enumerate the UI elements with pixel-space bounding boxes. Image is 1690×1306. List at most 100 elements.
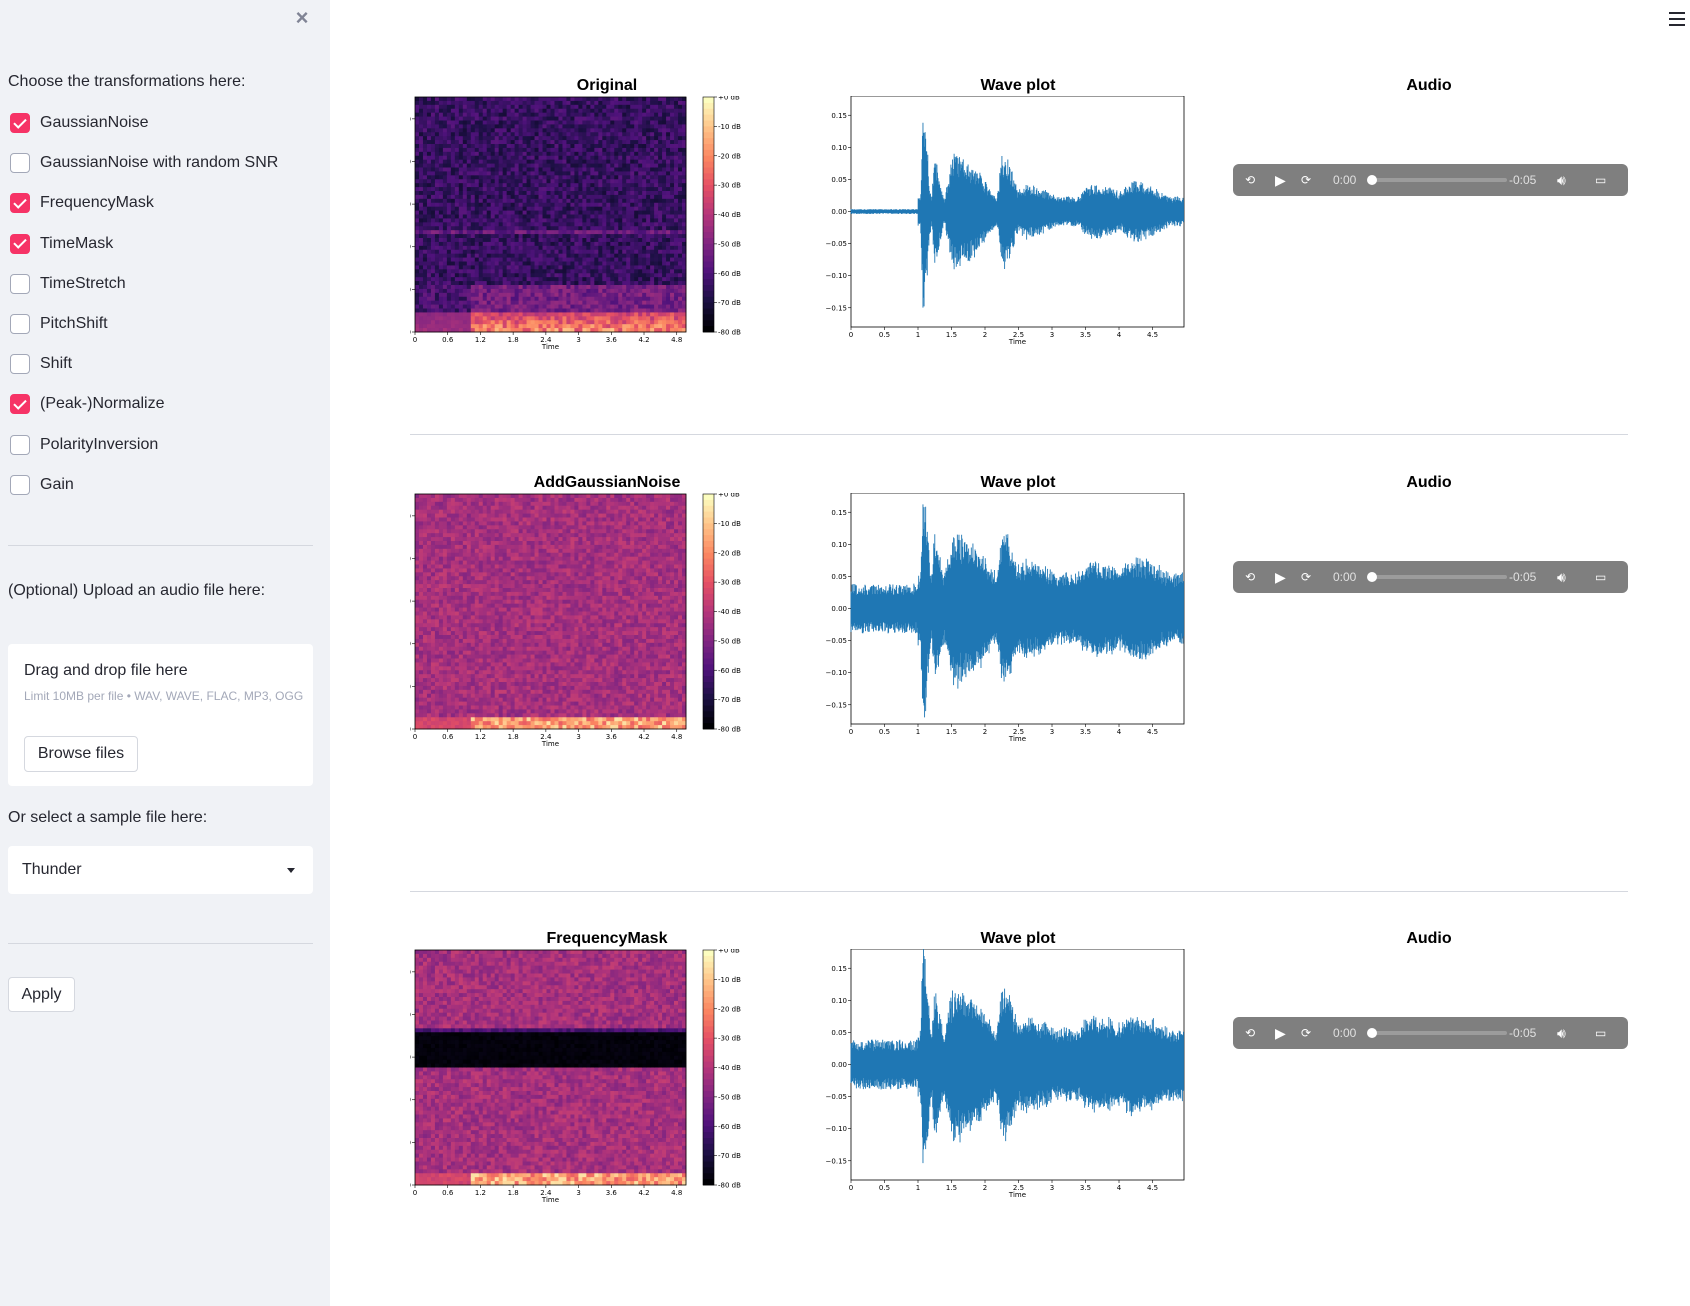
checkbox[interactable]: [10, 273, 30, 294]
x-tick-label: 1.2: [475, 336, 486, 344]
checkbox-row[interactable]: FrequencyMask: [10, 192, 154, 214]
x-tick-label: 1.8: [508, 733, 519, 741]
close-icon[interactable]: ×: [295, 5, 309, 30]
apply-button[interactable]: Apply: [8, 977, 75, 1012]
colorbar-tick-label: -80 dB: [718, 726, 741, 734]
colorbar: [702, 96, 715, 333]
forward-15-icon[interactable]: ⟳: [1301, 570, 1312, 584]
colorbar-tick-label: -50 dB: [718, 637, 741, 645]
checkbox-row[interactable]: PolarityInversion: [10, 434, 158, 456]
checkbox-label: GaussianNoise: [40, 114, 149, 131]
volume-icon[interactable]: 🔊︎: [1557, 172, 1566, 188]
x-tick-label: 3.6: [606, 336, 618, 344]
audio-player[interactable]: ⟲ ▶ ⟳ 0:00 -0:05 🔊︎ ▭: [1233, 1017, 1628, 1049]
checkbox-label: TimeStretch: [40, 274, 126, 292]
checkbox-row[interactable]: TimeStretch: [10, 273, 126, 295]
y-tick-label: 4000: [410, 640, 411, 648]
x-tick-label: 3.5: [1080, 331, 1091, 339]
colorbar-tick-label: -30 dB: [718, 182, 741, 190]
spectrogram-title: Original: [576, 77, 638, 94]
checkbox[interactable]: [10, 113, 30, 133]
y-tick-label: −0.10: [826, 669, 847, 677]
checkbox-row[interactable]: PitchShift: [10, 313, 108, 335]
volume-icon[interactable]: 🔊︎: [1557, 569, 1566, 585]
transformations-label: Choose the transformations here:: [8, 73, 246, 90]
sample-file-select[interactable]: Thunder: [8, 846, 313, 894]
x-tick-label: 0: [849, 331, 853, 339]
airplay-icon[interactable]: ▭: [1595, 173, 1607, 187]
spectrogram-title: AddGaussianNoise: [533, 474, 681, 491]
seek-handle[interactable]: [1367, 572, 1377, 582]
checkbox[interactable]: [10, 314, 30, 334]
y-tick-label: −0.05: [826, 637, 847, 645]
play-icon[interactable]: ▶: [1275, 569, 1286, 585]
checkbox[interactable]: [10, 153, 30, 174]
rewind-15-icon[interactable]: ⟲: [1245, 1026, 1256, 1040]
waveplot-title: Wave plot: [980, 474, 1056, 491]
airplay-icon[interactable]: ▭: [1595, 570, 1607, 584]
checkbox-row[interactable]: Gain: [10, 474, 74, 496]
checkbox-row[interactable]: Shift: [10, 353, 72, 375]
y-tick-label: −0.15: [826, 701, 847, 709]
checkbox[interactable]: [10, 394, 30, 415]
checkbox[interactable]: [10, 354, 30, 375]
play-icon[interactable]: ▶: [1275, 1025, 1286, 1041]
colorbar-tick-label: -10 dB: [718, 123, 741, 131]
audio-title: Audio: [1406, 77, 1452, 94]
upload-label: (Optional) Upload an audio file here:: [8, 582, 266, 599]
file-dropzone[interactable]: Drag and drop file here Limit 10MB per f…: [8, 644, 313, 786]
x-tick-label: 0: [413, 1189, 417, 1197]
x-tick-label: 2: [983, 1184, 987, 1192]
hamburger-menu-icon[interactable]: [1669, 12, 1685, 26]
audio-player[interactable]: ⟲ ▶ ⟳ 0:00 -0:05 🔊︎ ▭: [1233, 561, 1628, 593]
x-tick-label: 0.5: [879, 331, 890, 339]
checkbox-row[interactable]: TimeMask: [10, 233, 113, 255]
x-tick-label: 3: [576, 733, 580, 741]
waveform-series: [850, 122, 1184, 308]
x-tick-label: 0.6: [442, 733, 454, 741]
rewind-15-icon[interactable]: ⟲: [1245, 570, 1256, 584]
colorbar-tick-label: -60 dB: [718, 270, 741, 278]
checkbox[interactable]: [10, 474, 30, 495]
x-tick-label: 4.2: [638, 336, 649, 344]
seek-bar[interactable]: [1373, 178, 1507, 182]
checkbox-label: Shift: [40, 355, 73, 373]
x-tick-label: 0: [413, 336, 417, 344]
y-tick-label: 0.00: [831, 605, 847, 613]
airplay-icon[interactable]: ▭: [1595, 1026, 1607, 1040]
forward-15-icon[interactable]: ⟳: [1301, 1026, 1312, 1040]
waveform-series: [850, 949, 1184, 1164]
forward-15-icon[interactable]: ⟳: [1301, 173, 1312, 187]
y-tick-label: −0.10: [826, 1125, 847, 1133]
y-tick-label: 0.15: [831, 112, 847, 120]
y-tick-label: 0.05: [831, 1029, 847, 1037]
colorbar-tick-label: -10 dB: [718, 520, 741, 528]
seek-bar[interactable]: [1373, 575, 1507, 579]
browse-files-button[interactable]: Browse files: [24, 736, 138, 772]
checkbox[interactable]: [10, 193, 30, 214]
x-tick-label: 1.8: [508, 1189, 519, 1197]
seek-handle[interactable]: [1367, 175, 1377, 185]
checkbox-label: GaussianNoise with random SNR: [40, 154, 279, 172]
volume-icon[interactable]: 🔊︎: [1557, 1025, 1566, 1041]
x-tick-label: 2.4: [540, 733, 552, 741]
x-axis-label: Time: [1008, 1191, 1026, 1199]
checkbox[interactable]: [10, 233, 30, 254]
seek-handle[interactable]: [1367, 1028, 1377, 1038]
seek-bar[interactable]: [1373, 1031, 1507, 1035]
checkbox-row[interactable]: GaussianNoise with random SNR: [10, 152, 278, 174]
remaining-time: -0:05: [1509, 570, 1537, 584]
x-tick-label: 4: [1117, 1184, 1122, 1192]
colorbar-tick-label: -10 dB: [718, 976, 741, 984]
remaining-time: -0:05: [1509, 1026, 1537, 1040]
colorbar: [702, 949, 715, 1186]
audio-player[interactable]: ⟲ ▶ ⟳ 0:00 -0:05 🔊︎ ▭: [1233, 164, 1628, 196]
checkbox-row[interactable]: GaussianNoise: [10, 112, 149, 134]
colorbar-tick-label: -70 dB: [718, 299, 741, 307]
checkbox-row[interactable]: (Peak-)Normalize: [10, 393, 164, 415]
sample-label: Or select a sample file here:: [8, 809, 208, 826]
play-icon[interactable]: ▶: [1275, 172, 1286, 188]
checkbox[interactable]: [10, 434, 30, 455]
y-tick-label: −0.15: [826, 1157, 847, 1165]
rewind-15-icon[interactable]: ⟲: [1245, 173, 1256, 187]
